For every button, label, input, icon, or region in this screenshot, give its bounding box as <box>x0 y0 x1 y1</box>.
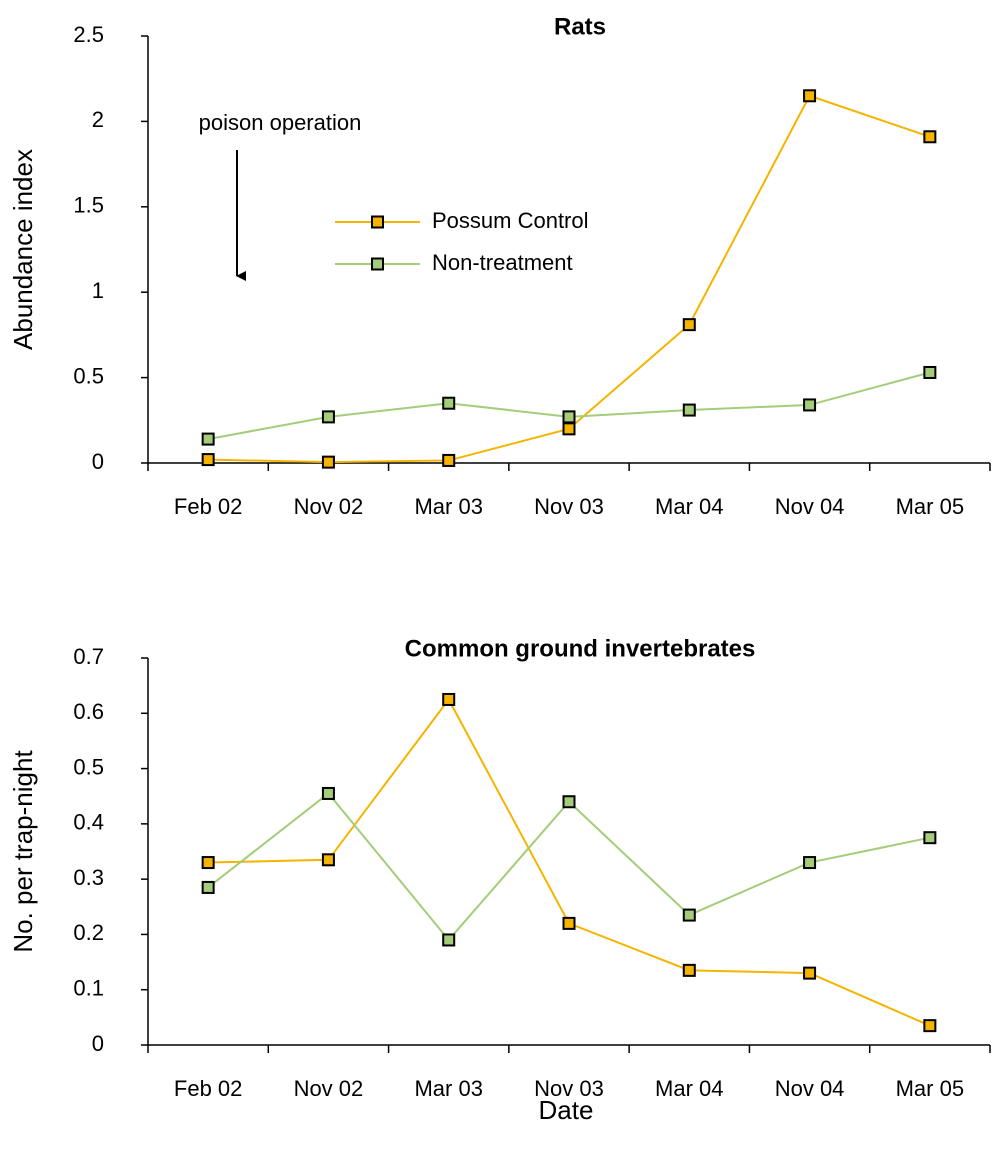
y-tick-label: 0.3 <box>73 865 104 890</box>
x-tick-label: Feb 02 <box>174 494 243 519</box>
marker <box>682 318 696 332</box>
y-tick-label: 0.6 <box>73 699 104 724</box>
x-tick-label: Mar 05 <box>896 494 964 519</box>
marker <box>201 453 215 467</box>
x-tick-label: Nov 04 <box>775 1076 845 1101</box>
marker <box>321 410 335 424</box>
marker <box>442 692 456 706</box>
y-tick-label: 1 <box>92 278 104 303</box>
y-tick-label: 2 <box>92 107 104 132</box>
marker <box>442 933 456 947</box>
y-axis-title: Abundance index <box>8 149 38 350</box>
x-tick-label: Mar 04 <box>655 1076 723 1101</box>
x-axis-title: Date <box>539 1095 594 1125</box>
marker <box>201 880 215 894</box>
marker <box>682 403 696 417</box>
marker <box>201 432 215 446</box>
marker <box>442 453 456 467</box>
marker <box>803 856 817 870</box>
marker <box>321 786 335 800</box>
x-tick-label: Nov 04 <box>775 494 845 519</box>
x-tick-label: Nov 03 <box>534 494 604 519</box>
legend-label: Non-treatment <box>432 250 573 275</box>
marker <box>442 396 456 410</box>
marker <box>201 856 215 870</box>
x-tick-label: Nov 03 <box>534 1076 604 1101</box>
x-tick-label: Feb 02 <box>174 1076 243 1101</box>
marker <box>803 89 817 103</box>
marker <box>803 966 817 980</box>
marker <box>321 455 335 469</box>
y-tick-label: 2.5 <box>73 22 104 47</box>
y-tick-label: 0.5 <box>73 754 104 779</box>
legend-label: Possum Control <box>432 208 589 233</box>
x-tick-label: Nov 02 <box>294 494 364 519</box>
legend-marker <box>371 257 384 271</box>
y-tick-label: 0.1 <box>73 976 104 1001</box>
y-tick-label: 0 <box>92 449 104 474</box>
marker <box>923 365 937 379</box>
marker <box>682 908 696 922</box>
y-tick-label: 0.7 <box>73 644 104 669</box>
marker <box>803 398 817 412</box>
marker <box>562 410 576 424</box>
chart-title: Common ground invertebrates <box>405 635 756 662</box>
marker <box>682 963 696 977</box>
x-tick-label: Mar 03 <box>414 1076 482 1101</box>
y-tick-label: 0.5 <box>73 363 104 388</box>
chart-title: Rats <box>554 13 606 40</box>
x-tick-label: Mar 05 <box>896 1076 964 1101</box>
y-axis-title: No. per trap-night <box>8 750 38 953</box>
marker <box>923 130 937 144</box>
annotation: poison operation <box>199 110 362 135</box>
x-tick-label: Nov 02 <box>294 1076 364 1101</box>
marker <box>562 422 576 436</box>
y-tick-label: 0.2 <box>73 920 104 945</box>
series-line <box>208 94 931 464</box>
x-tick-label: Mar 04 <box>655 494 723 519</box>
legend-marker <box>371 215 384 229</box>
marker <box>923 1019 937 1033</box>
marker <box>562 916 576 930</box>
marker <box>321 853 335 867</box>
marker <box>923 831 937 845</box>
y-tick-label: 0 <box>92 1031 104 1056</box>
y-tick-label: 1.5 <box>73 193 104 218</box>
x-tick-label: Mar 03 <box>414 494 482 519</box>
marker <box>562 795 576 809</box>
y-tick-label: 0.4 <box>73 810 104 835</box>
series-line <box>208 697 931 1027</box>
